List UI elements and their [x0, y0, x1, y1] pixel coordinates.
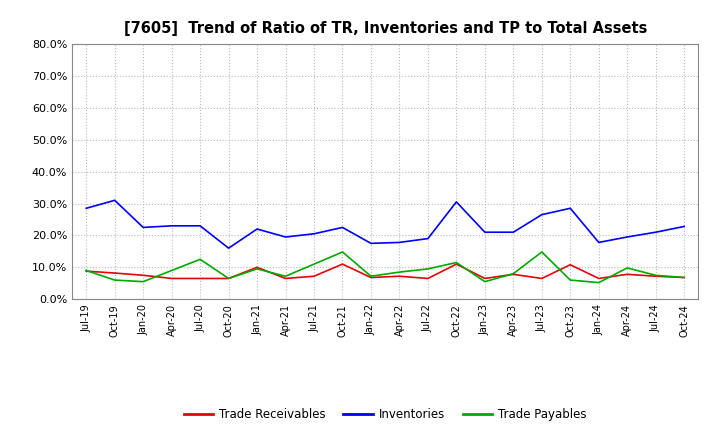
Trade Payables: [82, 268, 91, 273]
Trade Receivables: [110, 271, 119, 276]
Trade Payables: [480, 279, 489, 284]
Trade Receivables: [366, 275, 375, 280]
Trade Receivables: [282, 276, 290, 281]
Inventories: [652, 230, 660, 235]
Trade Payables: [139, 279, 148, 284]
Trade Receivables: [537, 276, 546, 281]
Inventories: [139, 225, 148, 230]
Trade Receivables: [452, 261, 461, 267]
Inventories: [395, 240, 404, 245]
Trade Payables: [225, 276, 233, 281]
Inventories: [623, 235, 631, 240]
Trade Payables: [310, 261, 318, 267]
Trade Payables: [680, 275, 688, 280]
Inventories: [537, 212, 546, 217]
Trade Payables: [509, 271, 518, 276]
Trade Payables: [652, 273, 660, 278]
Inventories: [509, 230, 518, 235]
Inventories: [480, 230, 489, 235]
Trade Payables: [253, 266, 261, 271]
Trade Receivables: [423, 276, 432, 281]
Legend: Trade Receivables, Inventories, Trade Payables: Trade Receivables, Inventories, Trade Pa…: [179, 403, 591, 426]
Trade Receivables: [139, 273, 148, 278]
Inventories: [423, 236, 432, 241]
Trade Payables: [595, 280, 603, 285]
Trade Receivables: [82, 268, 91, 274]
Trade Payables: [196, 257, 204, 262]
Trade Payables: [338, 249, 347, 255]
Line: Trade Payables: Trade Payables: [86, 252, 684, 282]
Inventories: [566, 205, 575, 211]
Trade Receivables: [310, 274, 318, 279]
Trade Payables: [395, 269, 404, 275]
Trade Receivables: [480, 276, 489, 281]
Trade Payables: [282, 274, 290, 279]
Trade Receivables: [566, 262, 575, 268]
Trade Payables: [623, 265, 631, 271]
Trade Payables: [452, 260, 461, 265]
Trade Payables: [423, 266, 432, 271]
Inventories: [282, 235, 290, 240]
Inventories: [680, 224, 688, 229]
Trade Receivables: [680, 275, 688, 280]
Trade Receivables: [595, 276, 603, 281]
Inventories: [167, 223, 176, 228]
Line: Trade Receivables: Trade Receivables: [86, 264, 684, 279]
Trade Payables: [167, 268, 176, 273]
Trade Receivables: [623, 271, 631, 277]
Inventories: [196, 223, 204, 228]
Trade Payables: [566, 278, 575, 283]
Inventories: [110, 198, 119, 203]
Inventories: [310, 231, 318, 236]
Trade Receivables: [253, 265, 261, 270]
Trade Receivables: [167, 276, 176, 281]
Trade Receivables: [652, 274, 660, 279]
Trade Receivables: [225, 276, 233, 281]
Inventories: [452, 199, 461, 205]
Trade Receivables: [338, 261, 347, 267]
Inventories: [225, 246, 233, 251]
Trade Payables: [366, 274, 375, 279]
Inventories: [366, 241, 375, 246]
Inventories: [595, 240, 603, 245]
Trade Receivables: [509, 271, 518, 277]
Trade Receivables: [395, 274, 404, 279]
Title: [7605]  Trend of Ratio of TR, Inventories and TP to Total Assets: [7605] Trend of Ratio of TR, Inventories…: [124, 21, 647, 36]
Trade Payables: [537, 249, 546, 255]
Line: Inventories: Inventories: [86, 200, 684, 248]
Inventories: [338, 225, 347, 230]
Trade Receivables: [196, 276, 204, 281]
Inventories: [82, 205, 91, 211]
Inventories: [253, 226, 261, 231]
Trade Payables: [110, 278, 119, 283]
